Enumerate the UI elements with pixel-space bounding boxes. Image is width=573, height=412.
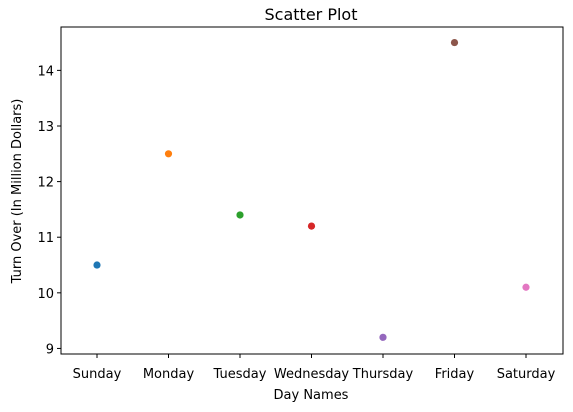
data-point-tuesday: [236, 211, 244, 219]
y-tick-label: 13: [37, 120, 54, 135]
y-tick-label: 10: [37, 287, 54, 302]
data-point-sunday: [93, 261, 101, 269]
x-tick-label-saturday: Saturday: [497, 367, 556, 382]
x-tick-label-wednesday: Wednesday: [274, 367, 350, 382]
data-point-wednesday: [307, 222, 316, 230]
y-tick-label: 12: [37, 176, 54, 191]
chart-title: Scatter Plot: [265, 5, 358, 24]
y-tick-label: 11: [37, 231, 54, 246]
x-tick-label-friday: Friday: [435, 367, 475, 382]
plot-area: 9 10 11 12 13 14 Sunday Monday Tuesday Wednesday T…: [37, 38, 556, 382]
y-axis-label: Turn Over (In Million Dollars): [10, 99, 25, 285]
data-point-friday: [450, 38, 459, 47]
data-point-thursday: [379, 333, 387, 341]
y-tick-label: 14: [37, 64, 54, 79]
x-tick-label-monday: Monday: [143, 367, 195, 382]
x-tick-label-sunday: Sunday: [73, 367, 122, 382]
y-tick-label: 9: [46, 342, 54, 357]
plot-frame: [60, 26, 564, 355]
x-axis-label: Day Names: [274, 388, 349, 403]
data-point-saturday: [522, 283, 530, 291]
data-point-monday: [164, 150, 173, 158]
x-tick-label-tuesday: Tuesday: [213, 367, 267, 382]
x-tick-label-thursday: Thursday: [352, 367, 414, 382]
